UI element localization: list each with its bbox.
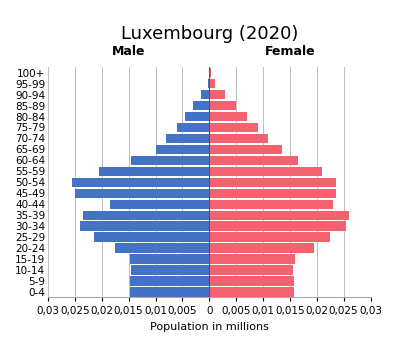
Bar: [201, 90, 209, 99]
Bar: [99, 167, 209, 176]
Bar: [83, 211, 209, 220]
Bar: [75, 189, 209, 198]
Bar: [209, 232, 330, 242]
Bar: [115, 244, 209, 253]
Bar: [156, 145, 209, 154]
Bar: [193, 101, 209, 110]
Bar: [177, 123, 209, 132]
Bar: [131, 156, 209, 165]
Bar: [209, 221, 346, 231]
Text: Male: Male: [112, 45, 145, 58]
Bar: [208, 79, 209, 88]
Bar: [209, 189, 335, 198]
Bar: [110, 200, 209, 209]
Bar: [130, 287, 209, 297]
Bar: [209, 79, 215, 88]
Bar: [72, 178, 209, 187]
Bar: [209, 276, 294, 286]
Bar: [209, 254, 295, 264]
Title: Luxembourg (2020): Luxembourg (2020): [121, 25, 298, 43]
Bar: [209, 211, 349, 220]
Bar: [209, 167, 322, 176]
Bar: [209, 265, 293, 275]
Bar: [80, 221, 209, 231]
Bar: [130, 254, 209, 264]
Bar: [130, 276, 209, 286]
Bar: [209, 178, 335, 187]
Bar: [209, 112, 247, 121]
Bar: [209, 123, 258, 132]
Bar: [131, 265, 209, 275]
Bar: [209, 200, 333, 209]
Bar: [209, 134, 268, 143]
X-axis label: Population in millions: Population in millions: [150, 322, 269, 332]
Bar: [166, 134, 209, 143]
Bar: [94, 232, 209, 242]
Bar: [209, 244, 314, 253]
Bar: [209, 101, 236, 110]
Bar: [209, 68, 212, 77]
Bar: [185, 112, 209, 121]
Bar: [209, 156, 298, 165]
Text: Female: Female: [264, 45, 315, 58]
Bar: [209, 90, 225, 99]
Bar: [209, 287, 294, 297]
Bar: [209, 145, 282, 154]
